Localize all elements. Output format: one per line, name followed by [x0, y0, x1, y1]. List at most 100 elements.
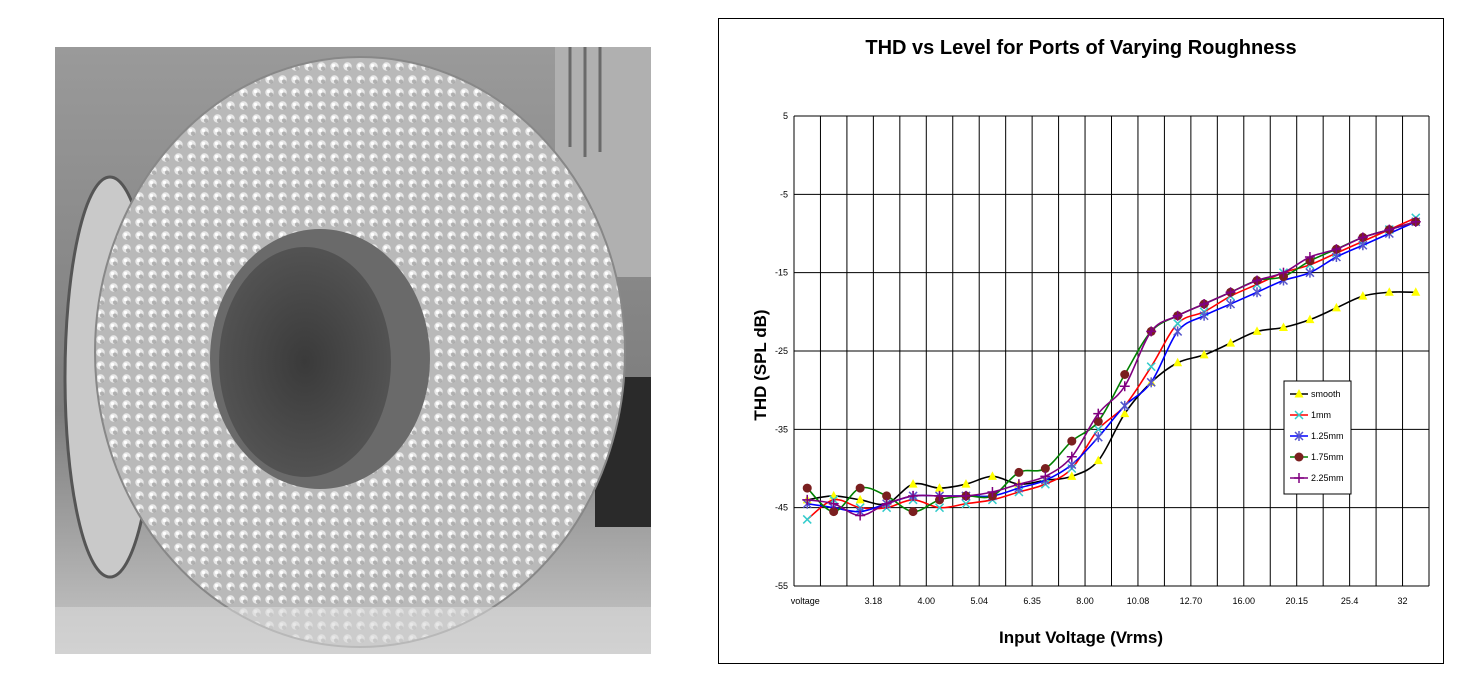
- data-point-marker: [1093, 424, 1103, 434]
- data-point-marker: [1304, 252, 1315, 262]
- data-point-marker: [935, 483, 945, 492]
- x-tick-label: 32: [1398, 596, 1408, 606]
- data-point-marker: [1294, 473, 1304, 483]
- legend-label: 1mm: [1311, 410, 1331, 420]
- data-point-marker: [1384, 224, 1395, 235]
- data-point-marker: [1252, 275, 1263, 286]
- data-point-marker: [1199, 310, 1209, 321]
- data-point-marker: [1331, 302, 1341, 312]
- x-tick-label: 20.15: [1285, 596, 1308, 606]
- x-tick-labels: voltage 3.18 4.00 5.04 6.35 8.00 10.08 12.70 16.…: [791, 596, 1408, 606]
- data-point-marker: [1252, 287, 1262, 298]
- data-point-marker: [802, 483, 812, 493]
- data-point-marker: [881, 498, 892, 509]
- y-tick-label: -5: [780, 189, 788, 199]
- chart-panel: THD vs Level for Ports of Varying Roughn…: [718, 18, 1444, 664]
- data-point-marker: [1066, 451, 1077, 462]
- data-point-marker: [829, 490, 839, 500]
- data-point-marker: [1173, 357, 1183, 367]
- y-axis-title: THD (SPL dB): [751, 309, 770, 420]
- legend-entry: 2.25mm: [1290, 473, 1344, 483]
- x-tick-label: voltage: [791, 596, 820, 606]
- data-point-marker: [961, 499, 971, 509]
- data-point-marker: [1013, 479, 1024, 490]
- series-2-25mm: [802, 216, 1421, 521]
- legend-box: [1283, 380, 1352, 495]
- data-point-marker: [1120, 408, 1130, 418]
- data-point-marker: [1120, 400, 1130, 411]
- x-tick-label: 16.00: [1233, 596, 1256, 606]
- x-tick-label: 5.04: [970, 596, 988, 606]
- legend-entry: 1mm: [1290, 410, 1331, 420]
- chart-title: THD vs Level for Ports of Varying Roughn…: [865, 37, 1296, 59]
- data-point-marker: [1294, 410, 1304, 420]
- data-point-marker: [908, 507, 918, 517]
- data-point-marker: [802, 514, 812, 524]
- data-point-marker: [987, 487, 998, 497]
- data-point-marker: [1146, 377, 1156, 388]
- data-point-marker: [1040, 464, 1050, 473]
- data-point-marker: [1093, 408, 1104, 419]
- chart-legend: smooth 1mm 1.25mm 1.75mm 2.25mm: [1283, 380, 1352, 495]
- data-point-marker: [987, 471, 997, 480]
- data-point-marker: [908, 490, 919, 501]
- y-tick-label: 5: [783, 111, 788, 121]
- data-point-marker: [1294, 452, 1304, 462]
- legend-label: 1.75mm: [1311, 452, 1344, 462]
- legend-entry: smooth: [1290, 389, 1341, 399]
- data-point-marker: [1226, 338, 1236, 347]
- data-point-marker: [960, 490, 971, 501]
- data-point-marker: [1093, 417, 1103, 426]
- data-point-marker: [934, 490, 945, 501]
- data-point-marker: [855, 510, 866, 521]
- y-tick-label: -55: [775, 581, 788, 591]
- data-point-marker: [908, 479, 918, 488]
- data-point-marker: [1358, 291, 1368, 300]
- x-tick-label: 8.00: [1076, 596, 1094, 606]
- data-point-marker: [1305, 314, 1315, 324]
- data-point-marker: [1173, 319, 1183, 329]
- data-point-marker: [1067, 436, 1077, 446]
- legend-label: 2.25mm: [1311, 473, 1344, 483]
- data-point-marker: [1411, 287, 1421, 296]
- data-point-marker: [1226, 299, 1236, 309]
- port-photo-drawing: [55, 47, 651, 654]
- x-tick-label: 10.08: [1127, 596, 1150, 606]
- data-point-marker: [1294, 431, 1304, 441]
- data-point-marker: [1119, 381, 1130, 392]
- data-point-marker: [1199, 299, 1210, 309]
- x-tick-label: 25.4: [1341, 596, 1359, 606]
- y-tick-label: -45: [775, 503, 788, 513]
- data-point-marker: [1410, 216, 1421, 227]
- legend-entry: 1.25mm: [1290, 431, 1344, 441]
- data-point-marker: [1225, 287, 1236, 298]
- x-tick-label: 12.70: [1180, 596, 1203, 606]
- data-point-marker: [1357, 232, 1368, 243]
- data-point-marker: [1093, 432, 1103, 443]
- dimpled-port-photo: [55, 47, 651, 654]
- data-point-marker: [1199, 349, 1209, 359]
- chart-grid: [793, 115, 1430, 587]
- data-point-marker: [1252, 326, 1262, 335]
- data-point-marker: [961, 479, 971, 488]
- x-axis-title: Input Voltage (Vrms): [999, 628, 1163, 647]
- y-tick-label: -25: [775, 346, 788, 356]
- data-point-marker: [855, 483, 865, 493]
- legend-label: smooth: [1311, 389, 1341, 399]
- thd-chart: THD vs Level for Ports of Varying Roughn…: [751, 37, 1430, 647]
- data-point-marker: [1014, 467, 1024, 477]
- legend-label: 1.25mm: [1311, 431, 1344, 441]
- y-tick-label: -35: [775, 424, 788, 434]
- data-point-marker: [1173, 326, 1183, 337]
- data-point-marker: [1067, 471, 1077, 480]
- data-point-marker: [1278, 322, 1288, 331]
- x-tick-label: 6.35: [1023, 596, 1041, 606]
- legend-entry: 1.75mm: [1290, 452, 1344, 462]
- x-tick-label: 3.18: [865, 596, 883, 606]
- data-point-marker: [934, 503, 945, 513]
- data-point-marker: [1331, 244, 1342, 255]
- data-point-marker: [855, 494, 865, 504]
- data-point-marker: [1305, 267, 1315, 278]
- series-1-75mm: [802, 217, 1421, 517]
- data-point-marker: [802, 494, 813, 505]
